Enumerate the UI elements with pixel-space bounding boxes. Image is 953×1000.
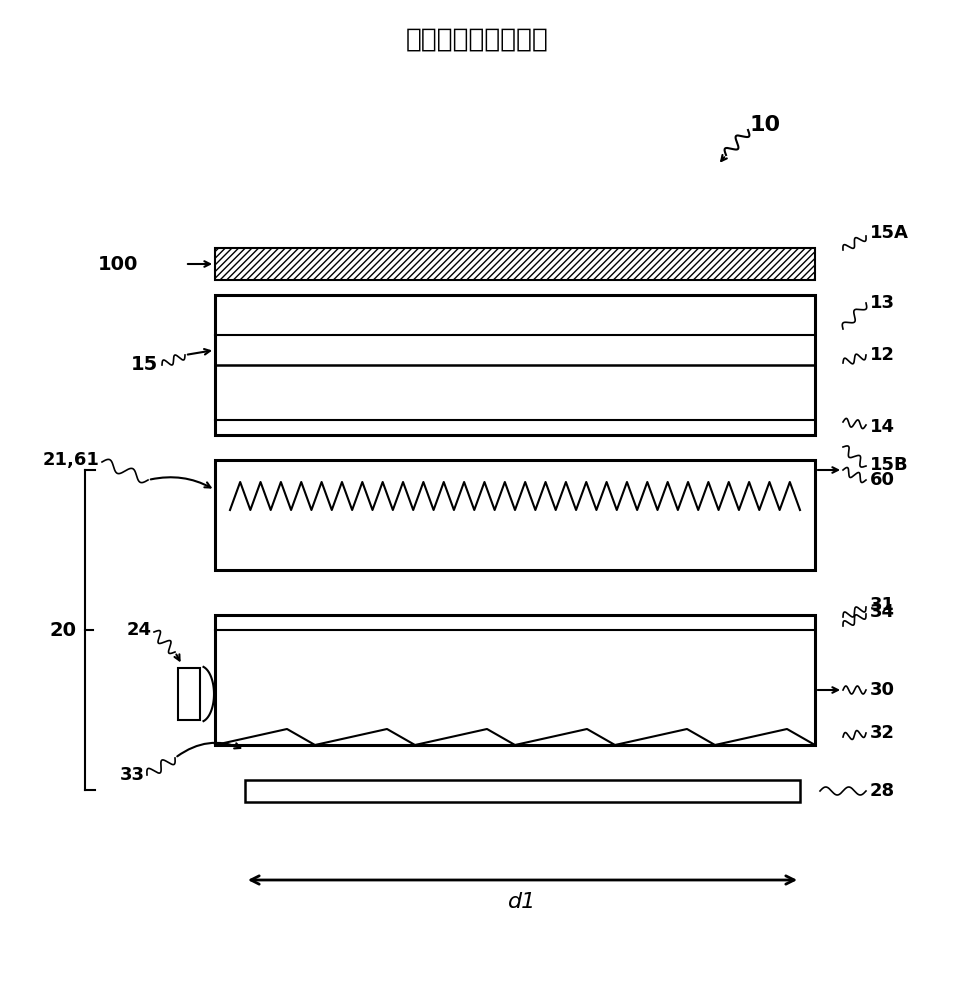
Bar — [214, 615, 814, 745]
Text: 12: 12 — [869, 346, 894, 364]
Text: 15B: 15B — [869, 456, 907, 474]
Text: 21,61: 21,61 — [43, 451, 100, 469]
Bar — [214, 460, 814, 570]
Text: 10: 10 — [749, 115, 781, 135]
Text: 31: 31 — [869, 596, 894, 614]
Text: 33: 33 — [120, 766, 145, 784]
Text: 24: 24 — [127, 621, 152, 639]
Text: d1: d1 — [508, 892, 536, 912]
Text: 15: 15 — [131, 356, 158, 374]
Text: 28: 28 — [869, 782, 894, 800]
Text: 15A: 15A — [869, 224, 908, 242]
Bar — [214, 295, 814, 435]
Bar — [178, 668, 200, 720]
Text: 32: 32 — [869, 724, 894, 742]
Text: 出光側（観察者側）: 出光側（観察者側） — [405, 27, 548, 53]
Text: 20: 20 — [50, 620, 77, 640]
Text: 30: 30 — [869, 681, 894, 699]
Text: 13: 13 — [869, 294, 894, 312]
Bar — [214, 248, 814, 280]
Text: 100: 100 — [97, 254, 138, 273]
Bar — [245, 780, 800, 802]
Text: 14: 14 — [869, 418, 894, 436]
Text: 60: 60 — [869, 471, 894, 489]
Text: 34: 34 — [869, 603, 894, 621]
